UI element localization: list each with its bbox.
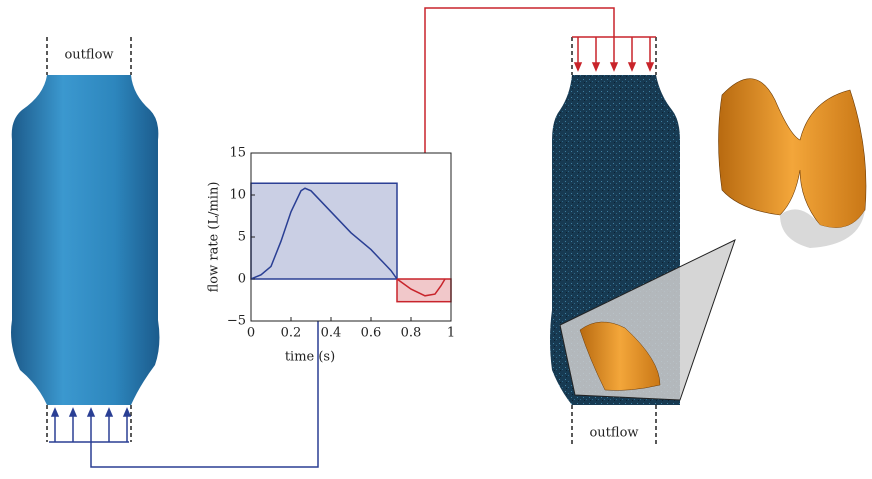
x-tick-label: 0.6 bbox=[361, 326, 382, 341]
inflow-arrows bbox=[49, 409, 130, 442]
x-tick-label: 0.8 bbox=[401, 326, 422, 341]
y-axis-label: flow rate (L/min) bbox=[207, 182, 222, 293]
y-tick-label: −5 bbox=[227, 314, 246, 329]
outflow-arrows bbox=[572, 37, 656, 70]
y-tick-label: 10 bbox=[229, 188, 246, 203]
x-axis-label: time (s) bbox=[285, 350, 335, 365]
figure: outflow outflow 00.20.40.60.81−5051015 t… bbox=[0, 0, 872, 475]
outflow-label: outflow bbox=[589, 426, 638, 441]
y-tick-label: 5 bbox=[238, 230, 246, 245]
vessel bbox=[11, 75, 159, 405]
x-tick-label: 0 bbox=[247, 326, 255, 341]
x-tick-label: 0.2 bbox=[281, 326, 302, 341]
x-tick-label: 1 bbox=[447, 326, 455, 341]
y-tick-label: 15 bbox=[229, 146, 246, 161]
x-tick-label: 0.4 bbox=[321, 326, 342, 341]
region bbox=[251, 183, 397, 279]
y-tick-label: 0 bbox=[238, 272, 246, 287]
outflow-label: outflow bbox=[64, 48, 113, 63]
leaflet-zoom bbox=[719, 79, 867, 228]
